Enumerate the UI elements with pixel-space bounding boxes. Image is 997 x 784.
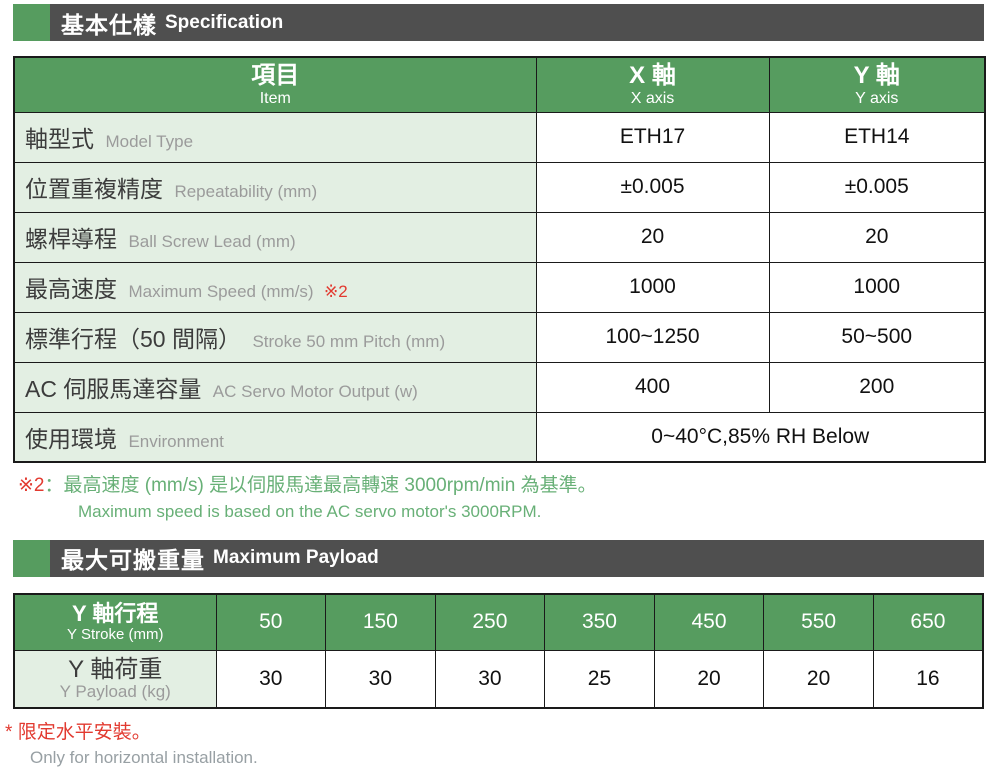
stroke-value: 250 xyxy=(434,593,546,652)
specification-table: 項目 Item X 軸 X axis Y 軸 Y axis 軸型式 Model … xyxy=(13,56,986,463)
payload-label-en: Y Payload (kg) xyxy=(59,682,171,702)
payload-value: 20 xyxy=(763,650,874,709)
footnote-marker: ※2 xyxy=(18,475,45,496)
row-label: 標準行程（50 間隔） Stroke 50 mm Pitch (mm) xyxy=(13,311,537,363)
value-y: 20 xyxy=(768,211,986,263)
label-zh: 軸型式 xyxy=(25,126,94,152)
payload-table: Y 軸行程 Y Stroke (mm) 50 150 250 350 450 5… xyxy=(13,592,984,709)
label-zh: 使用環境 xyxy=(25,425,117,452)
value-x: ETH17 xyxy=(535,111,770,163)
section-title-bar: 基本仕樣 Specification xyxy=(50,4,984,41)
row-label: 軸型式 Model Type xyxy=(13,111,537,163)
spec-header-y-axis: Y 軸 Y axis xyxy=(768,56,986,113)
header-x-en: X axis xyxy=(630,89,675,107)
payload-header-label: Y 軸行程 Y Stroke (mm) xyxy=(13,593,217,652)
label-zh: 位置重複精度 xyxy=(25,176,163,202)
value-x: 100~1250 xyxy=(535,311,770,363)
spec-row-servo-motor-output: AC 伺服馬達容量 AC Servo Motor Output (w) 400 … xyxy=(13,361,986,413)
payload-row-label: Y 軸荷重 Y Payload (kg) xyxy=(13,650,217,709)
stroke-value: 450 xyxy=(653,593,765,652)
section-title-en: Specification xyxy=(165,11,284,33)
green-accent-square xyxy=(13,4,50,41)
footnote-max-speed: ※2：最高速度 (mm/s) 是以伺服馬達最高轉速 3000rpm/min 為基… xyxy=(18,472,997,523)
payload-value: 30 xyxy=(434,650,546,709)
value-x: ±0.005 xyxy=(535,161,770,213)
value-y: 50~500 xyxy=(768,311,986,363)
label-zh: 最高速度 xyxy=(25,276,117,302)
header-item-en: Item xyxy=(259,89,291,107)
value-environment-span: 0~40°C,85% RH Below xyxy=(535,411,986,463)
value-x: 20 xyxy=(535,211,770,263)
label-en: Ball Screw Lead (mm) xyxy=(128,232,296,251)
footnote2-marker: * xyxy=(5,721,13,743)
section-header-specification: 基本仕樣 Specification xyxy=(13,4,984,41)
spec-header-row: 項目 Item X 軸 X axis Y 軸 Y axis xyxy=(13,56,986,113)
value-y: ETH14 xyxy=(768,111,986,163)
value-y: ±0.005 xyxy=(768,161,986,213)
stroke-value: 650 xyxy=(872,593,984,652)
footnote2-zh-line: * 限定水平安裝。 xyxy=(5,719,997,748)
value-y: 1000 xyxy=(768,261,986,313)
payload-value: 25 xyxy=(544,650,655,709)
footnote-zh-text: ：最高速度 (mm/s) 是以伺服馬達最高轉速 3000rpm/min 為基準。 xyxy=(44,475,597,496)
spec-row-stroke: 標準行程（50 間隔） Stroke 50 mm Pitch (mm) 100~… xyxy=(13,311,986,363)
payload-header-zh: Y 軸行程 xyxy=(72,601,159,627)
header-y-en: Y axis xyxy=(855,89,899,107)
value-y: 200 xyxy=(768,361,986,413)
section-title-zh: 基本仕樣 xyxy=(61,11,157,38)
header-item-zh: 項目 xyxy=(251,62,300,90)
footnote2-en-line: Only for horizontal installation. xyxy=(30,748,258,768)
row-label: 螺桿導程 Ball Screw Lead (mm) xyxy=(13,211,537,263)
value-x: 400 xyxy=(535,361,770,413)
section-title-en: Maximum Payload xyxy=(213,547,379,569)
payload-value: 30 xyxy=(215,650,327,709)
payload-value: 20 xyxy=(653,650,765,709)
header-x-zh: X 軸 xyxy=(629,62,676,90)
spec-row-environment: 使用環境 Environment 0~40°C,85% RH Below xyxy=(13,411,986,463)
footnote2-zh-text: 限定水平安裝。 xyxy=(17,721,151,743)
label-en: Environment xyxy=(128,431,224,451)
stroke-value: 550 xyxy=(763,593,874,652)
label-zh: 螺桿導程 xyxy=(25,226,117,252)
section-title-bar: 最大可搬重量 Maximum Payload xyxy=(50,539,984,577)
row-label: 位置重複精度 Repeatability (mm) xyxy=(13,161,537,213)
payload-header-row: Y 軸行程 Y Stroke (mm) 50 150 250 350 450 5… xyxy=(13,593,984,652)
footnote-zh-line: ※2：最高速度 (mm/s) 是以伺服馬達最高轉速 3000rpm/min 為基… xyxy=(18,472,997,501)
footnote-horizontal-installation: * 限定水平安裝。 Only for horizontal installati… xyxy=(5,719,997,770)
spec-row-repeatability: 位置重複精度 Repeatability (mm) ±0.005 ±0.005 xyxy=(13,161,986,213)
payload-data-row: Y 軸荷重 Y Payload (kg) 30 30 30 25 20 20 1… xyxy=(13,650,984,709)
green-accent-square xyxy=(13,539,50,577)
value-x: 1000 xyxy=(535,261,770,313)
footnote-en-line: Maximum speed is based on the AC servo m… xyxy=(78,501,542,521)
label-en: Maximum Speed (mm/s) xyxy=(128,282,314,301)
payload-header-en: Y Stroke (mm) xyxy=(67,625,164,643)
spec-row-model-type: 軸型式 Model Type ETH17 ETH14 xyxy=(13,111,986,163)
row-label: AC 伺服馬達容量 AC Servo Motor Output (w) xyxy=(13,361,537,413)
label-en: Repeatability (mm) xyxy=(174,182,318,201)
stroke-value: 150 xyxy=(325,593,436,652)
label-en: AC Servo Motor Output (w) xyxy=(212,382,418,401)
header-y-zh: Y 軸 xyxy=(853,62,900,90)
payload-label-zh: Y 軸荷重 xyxy=(68,655,163,683)
stroke-value: 350 xyxy=(544,593,655,652)
spec-row-ball-screw-lead: 螺桿導程 Ball Screw Lead (mm) 20 20 xyxy=(13,211,986,263)
stroke-value: 50 xyxy=(215,593,327,652)
payload-value: 30 xyxy=(325,650,436,709)
label-en: Stroke 50 mm Pitch (mm) xyxy=(252,332,446,351)
row-label: 最高速度 Maximum Speed (mm/s) ※2 xyxy=(13,261,537,313)
label-zh: AC 伺服馬達容量 xyxy=(25,376,202,402)
label-zh: 標準行程（50 間隔） xyxy=(25,326,241,352)
label-en: Model Type xyxy=(105,132,194,151)
section-header-maximum-payload: 最大可搬重量 Maximum Payload xyxy=(13,539,984,577)
section-title-zh: 最大可搬重量 xyxy=(61,547,205,574)
payload-value: 16 xyxy=(872,650,984,709)
row-label: 使用環境 Environment xyxy=(13,411,537,463)
spec-header-x-axis: X 軸 X axis xyxy=(535,56,770,113)
spec-row-maximum-speed: 最高速度 Maximum Speed (mm/s) ※2 1000 1000 xyxy=(13,261,986,313)
label-note-ref: ※2 xyxy=(324,282,348,301)
spec-header-item: 項目 Item xyxy=(13,56,537,113)
